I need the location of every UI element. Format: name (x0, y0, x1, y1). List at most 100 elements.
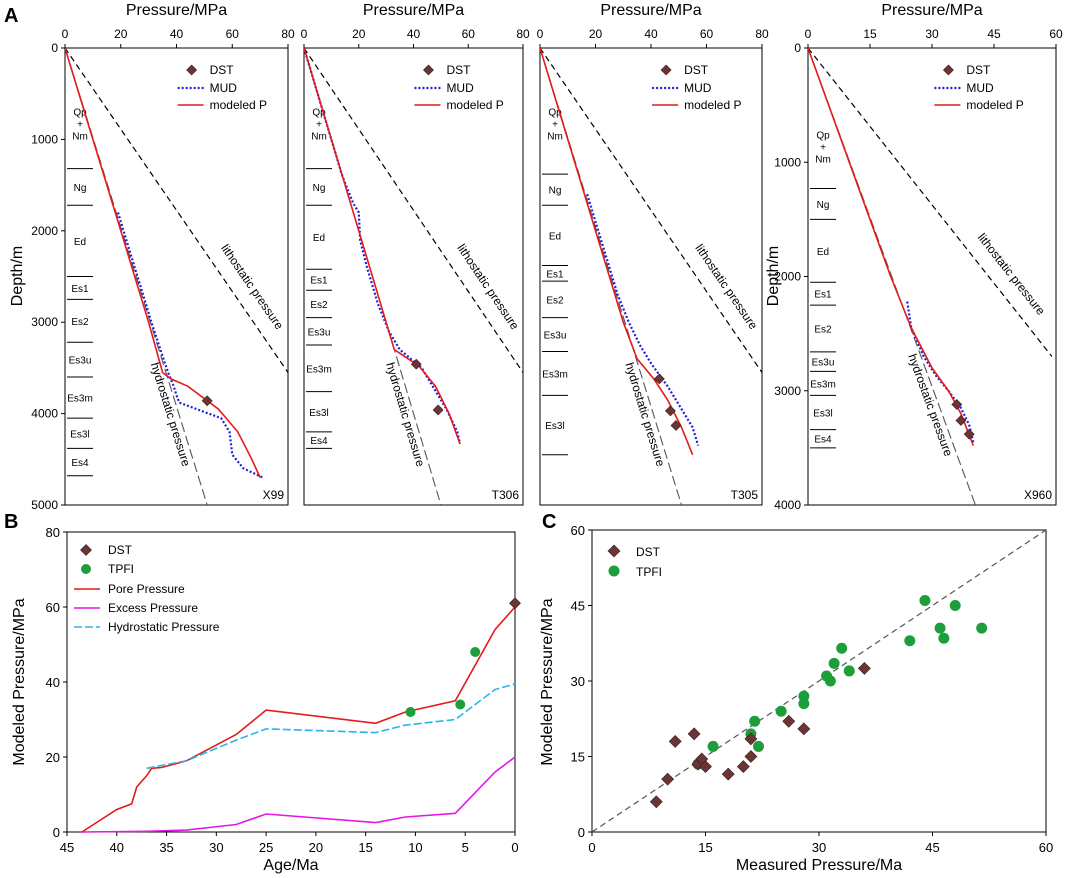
strata-label: Es3l (309, 408, 328, 419)
tpfi-point (798, 690, 810, 702)
dst-point (432, 404, 444, 416)
y-tick-label: 2000 (31, 224, 58, 238)
x-tick-label: 0 (62, 27, 69, 41)
well-name: X960 (1024, 488, 1052, 502)
x-axis-title: Pressure/MPa (600, 2, 701, 19)
well-name: T305 (731, 488, 759, 502)
legend-modeled-label: modeled P (966, 98, 1023, 112)
x-tick-label: 60 (700, 27, 714, 41)
hydrostatic-pressure-line (146, 683, 516, 770)
panel-a-x960-ylabel: Depth/m (765, 246, 782, 306)
lithostatic-label: lithostatic pressure (454, 241, 522, 332)
strata-label: + (552, 119, 558, 130)
panel-label-c: C (542, 511, 556, 533)
x-tick-label: 0 (805, 27, 812, 41)
x-tick-label: 0 (588, 840, 595, 855)
lithostatic-label: lithostatic pressure (975, 231, 1048, 318)
lithostatic-label: lithostatic pressure (218, 242, 286, 333)
tpfi-point (976, 622, 988, 634)
strata-label: + (316, 119, 322, 130)
tpfi-point (455, 699, 466, 710)
dst-point (736, 760, 750, 773)
dst-point (201, 395, 213, 407)
x-tick-label: 20 (352, 27, 366, 41)
strata-label: Es2 (546, 295, 564, 306)
strata-label: Es4 (814, 435, 832, 446)
x-tick-label: 0 (537, 27, 544, 41)
x-tick-label: 30 (812, 840, 826, 855)
x-tick-label: 15 (358, 840, 372, 855)
modeled-series (65, 48, 261, 478)
tpfi-point (919, 594, 931, 606)
x-tick-label: 20 (114, 27, 128, 41)
y-tick-label: 0 (794, 41, 801, 55)
lithostatic-line (808, 48, 1053, 357)
dst-point (649, 795, 663, 809)
strata-label: Ng (549, 186, 562, 197)
y-tick-label: 80 (46, 525, 60, 540)
strata-label: Es2 (310, 300, 328, 311)
strata-label: Es3u (308, 327, 331, 338)
y-axis-title: Modeled Pressure/MPa (11, 598, 28, 765)
legend-dst-label: DST (684, 63, 709, 77)
x-tick-label: 30 (925, 27, 939, 41)
y-tick-label: 4000 (774, 498, 801, 512)
strata-label: Ed (549, 231, 561, 242)
dst-point (661, 772, 675, 786)
panel-c-chart: 0 15 30 45 60 0 15 30 45 60 Measured Pressure/Ma Mo… (539, 523, 1053, 874)
modeled-series (304, 48, 461, 445)
x-tick-label: 40 (407, 27, 421, 41)
tpfi-point (938, 632, 950, 644)
tpfi-point (824, 675, 836, 687)
legend-mud-label: MUD (446, 81, 474, 95)
strata-label: Ed (313, 233, 325, 244)
strata-label: Nm (311, 131, 327, 142)
dst-point (699, 760, 712, 773)
y-tick-label: 40 (46, 675, 60, 690)
strata-label: Es3l (813, 408, 832, 419)
excess-pressure-line (81, 756, 516, 833)
dst-point (665, 405, 676, 417)
well-name: T306 (492, 488, 520, 502)
hydrostatic-label: hydrostatic pressure (383, 361, 428, 469)
x-tick-label: 5 (462, 840, 469, 855)
dst-point (744, 732, 758, 746)
y-tick-label: 20 (46, 750, 60, 765)
strata-label: + (820, 142, 826, 153)
panel-label-b: B (4, 511, 18, 533)
legend-modeled-label: modeled P (684, 98, 741, 112)
tpfi-point (949, 600, 961, 611)
panel-a-ylabel: Depth/m (9, 246, 26, 306)
panel-b-chart: 45 40 35 30 25 20 15 10 5 0 0 20 40 60 80 Age/Ma Modeled… (11, 525, 521, 874)
y-axis-title: Modeled Pressure/MPa (539, 598, 556, 765)
legend-mud-label: MUD (684, 81, 712, 95)
x-tick-label: 10 (408, 840, 422, 855)
lithostatic-line (540, 48, 762, 373)
x-axis-title: Pressure/MPa (363, 2, 464, 19)
strata-label: Ed (817, 247, 829, 258)
y-tick-label: 15 (571, 750, 585, 765)
panel-label-a: A (4, 5, 18, 27)
strata-label: Nm (547, 131, 563, 142)
x-tick-label: 30 (209, 840, 223, 855)
x-tick-label: 45 (925, 840, 939, 855)
tpfi-point (707, 740, 719, 752)
strata-label: Es3m (306, 364, 332, 375)
y-tick-label: 3000 (31, 315, 58, 329)
tpfi-point (749, 715, 761, 727)
x-axis-title: Measured Pressure/Ma (736, 857, 902, 874)
legend-dst-marker (660, 64, 672, 76)
tpfi-point (836, 642, 848, 654)
dst-point (410, 358, 422, 370)
well-panel-x960: Pressure/MPa 0 15 30 45 60 0 1000 2000 3000 4000 Qp… (774, 2, 1063, 512)
x-axis-title: Pressure/MPa (881, 2, 982, 19)
x-axis-title: Pressure/MPa (126, 2, 227, 19)
dst-point (721, 767, 735, 781)
y-tick-label: 60 (46, 600, 60, 615)
curves (65, 48, 288, 505)
legend-tpfi-label: TPFI (636, 565, 662, 579)
lithostatic-label: lithostatic pressure (692, 242, 760, 333)
mud-series (586, 193, 700, 446)
plot-frame (66, 531, 516, 833)
legend-hydro-label: Hydrostatic Pressure (108, 620, 220, 634)
